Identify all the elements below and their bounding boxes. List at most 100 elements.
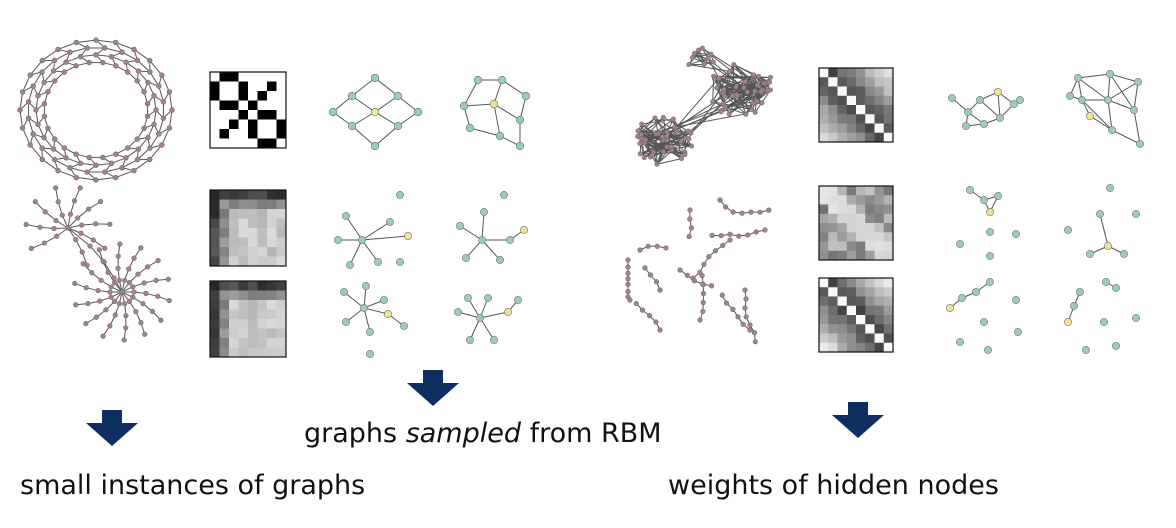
ring-graph-node (55, 46, 61, 53)
sampled-star-a-edge (361, 235, 409, 241)
ring-graph-node (30, 83, 36, 89)
sampled-star-b-node (478, 236, 486, 244)
weight-matrix-4-cell (874, 213, 885, 224)
ring-graph-node (41, 101, 48, 107)
cluster-graph-edge (713, 75, 771, 78)
ring-graph-edge (149, 133, 160, 149)
weight-matrix-3-cell (837, 86, 848, 97)
forest-graph-node (727, 237, 733, 243)
weight-matrix-4-cell (856, 204, 866, 215)
sampled-sparse-b-node (1086, 250, 1094, 258)
sampled-star-c-highlight-node (384, 310, 392, 318)
weight-matrix-2-cell (267, 319, 277, 329)
forest-graph-node (736, 233, 742, 239)
tree-graph-node (126, 280, 133, 286)
weight-matrix-5-cell (828, 315, 838, 325)
forest-graph-node (700, 290, 707, 297)
tree-graph-node (117, 241, 123, 247)
ring-graph-node (73, 151, 79, 157)
forest-graph-node (646, 313, 653, 319)
adjacency-matrix-grid-cell (210, 72, 220, 82)
ring-graph-node (145, 134, 151, 141)
weight-matrix-5-cell (819, 296, 829, 307)
cluster-graph-node (744, 89, 750, 95)
sampled-star-b-node (496, 256, 504, 264)
tree-graph-node (111, 280, 118, 286)
weight-matrix-3-cell (819, 95, 829, 106)
weight-matrix-1-frame (209, 189, 287, 267)
adjacency-matrix-grid-cell (229, 72, 239, 82)
sampled-grid-a-edge (351, 95, 376, 113)
sampled-star-d-node (476, 314, 484, 322)
sampled-grid-b-edge (493, 103, 521, 121)
weight-matrix-4-cell (819, 213, 829, 224)
forest-graph-node (625, 270, 631, 276)
weight-matrix-5-cell (828, 278, 838, 288)
cluster-graph-edge (690, 91, 725, 134)
ring-graph-edge (32, 133, 43, 149)
weight-matrix-1-cell (248, 209, 258, 219)
cluster-graph-node (716, 75, 722, 81)
tree-graph-node (105, 269, 111, 275)
tree-graph-node (115, 265, 121, 271)
weight-matrix-4-cell (828, 241, 838, 252)
weight-matrix-5-cell (874, 296, 885, 307)
ring-graph-node (159, 72, 165, 78)
forest-graph-node (719, 292, 725, 298)
weight-matrix-1-cell (257, 209, 268, 219)
sampled-star-b-node (480, 208, 488, 216)
weight-matrix-1-cell (238, 190, 249, 200)
forest-graph-node (742, 305, 748, 311)
weight-matrix-4-cell (828, 186, 838, 196)
tree-graph-node (166, 297, 172, 304)
weight-matrix-2-cell (229, 328, 239, 339)
weight-matrix-5-cell (819, 333, 829, 344)
tree-graph-node (155, 257, 161, 264)
sampled-dense-b-edge (1107, 99, 1135, 111)
adjacency-matrix-grid-cell (276, 129, 287, 139)
sampled-dense-b-edge (1133, 109, 1141, 145)
sampled-grid-a-node (347, 121, 357, 131)
adjacency-matrix-grid-cell (267, 81, 277, 92)
forest-graph-node (757, 209, 763, 215)
weight-matrix-3-cell (828, 77, 838, 87)
sampled-dense-a-node (1016, 96, 1024, 104)
sampled-dense-a-node (964, 108, 972, 116)
sampled-sparse-c-node (958, 294, 966, 302)
adjacency-matrix-grid-cell (210, 81, 220, 92)
ring-graph-node (156, 83, 162, 89)
adjacency-matrix-grid-cell (248, 91, 258, 101)
weight-matrix-4-cell (837, 241, 848, 252)
ring-graph-node (124, 145, 131, 151)
ring-graph-edge (149, 144, 163, 160)
cluster-graph-node (711, 76, 717, 82)
sampled-sparse-d-node (1070, 302, 1078, 310)
cluster-graph-node (637, 140, 643, 146)
tree-graph-node (116, 277, 122, 283)
weight-matrix-3-cell (837, 132, 848, 143)
sampled-star-a-highlight-node (404, 232, 412, 240)
ring-graph-edge (76, 177, 97, 181)
adjacency-matrix-grid-cell (267, 138, 277, 149)
weight-matrix-4-cell (819, 250, 829, 261)
weight-matrix-2-cell (238, 309, 249, 320)
weight-matrix-4-cell (819, 232, 829, 242)
sampled-star-a-node (334, 236, 342, 244)
sampled-grid-a-edge (351, 111, 376, 127)
weight-matrix-3-cell (828, 95, 838, 106)
forest-graph-node (653, 279, 660, 285)
weight-matrix-2-cell (210, 309, 220, 320)
weight-matrix-3-cell (883, 114, 894, 124)
sampled-dense-b-highlight-node (1086, 112, 1094, 120)
weight-matrix-4-cell (819, 195, 829, 205)
forest-graph-node (700, 281, 706, 287)
cluster-graph-edge (656, 146, 672, 165)
weight-matrix-1-cell (248, 228, 258, 238)
cluster-graph-node (637, 151, 643, 157)
sampled-sparse-d-node (1100, 318, 1108, 326)
cluster-graph-node (720, 101, 726, 107)
ring-graph-node (52, 78, 58, 84)
weight-matrix-3-cell (883, 105, 894, 115)
weight-matrix-5-frame (818, 277, 894, 353)
cluster-graph-node (714, 85, 720, 91)
